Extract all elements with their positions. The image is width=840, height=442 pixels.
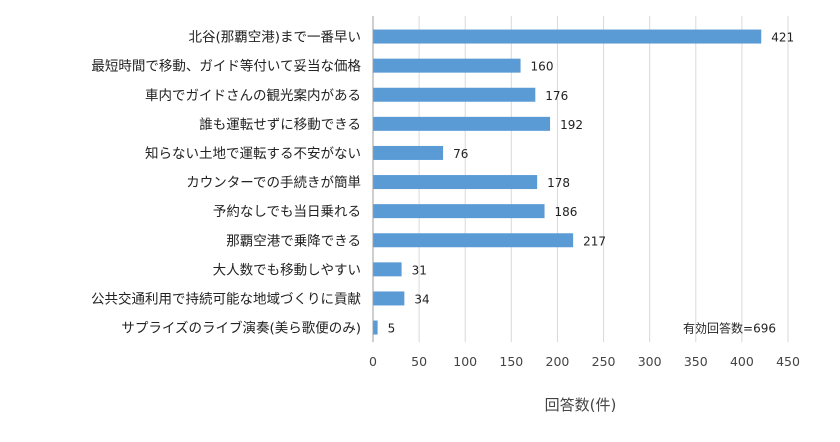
x-tick-label: 0 <box>369 354 377 369</box>
value-labels: 421 160 176 192 76 178 186 217 31 34 5 <box>388 31 795 336</box>
category-label: 最短時間で移動、ガイド等付いて妥当な価格 <box>91 58 361 75</box>
x-tick-label: 400 <box>730 354 754 369</box>
value-label: 192 <box>560 118 583 132</box>
value-label: 186 <box>555 205 578 219</box>
category-label: 大人数でも移動しやすい <box>213 262 361 278</box>
bar <box>373 204 545 219</box>
category-label: 那覇空港で乗降できる <box>226 233 361 249</box>
value-label: 421 <box>771 31 794 45</box>
category-label: 知らない土地で運転する不安がない <box>145 145 361 162</box>
value-label: 34 <box>414 292 429 306</box>
category-label: 予約なしでも当日乗れる <box>213 204 361 220</box>
bar <box>373 291 405 306</box>
x-tick-labels: 0 50 100 150 200 250 300 350 400 450 <box>369 354 800 369</box>
bar <box>373 116 551 131</box>
respondent-count-note: 有効回答数=696 <box>683 321 776 336</box>
bar <box>373 262 402 277</box>
x-tick-label: 300 <box>638 354 662 369</box>
value-label: 76 <box>453 147 468 161</box>
x-tick-label: 250 <box>592 354 616 369</box>
x-tick-label: 100 <box>453 354 477 369</box>
value-label: 217 <box>583 234 606 248</box>
category-label: 誰も運転せずに移動できる <box>199 117 361 133</box>
bar <box>373 145 444 160</box>
x-tick-label: 150 <box>499 354 523 369</box>
x-tick-label: 50 <box>411 354 427 369</box>
category-labels: 北谷(那覇空港)まで一番早い最短時間で移動、ガイド等付いて妥当な価格車内でガイド… <box>91 30 361 337</box>
bars <box>373 29 762 335</box>
x-tick-label: 450 <box>776 354 800 369</box>
category-label: サプライズのライブ演奏(美ら歌便のみ) <box>121 320 361 337</box>
category-label: カウンターでの手続きが簡単 <box>186 175 361 191</box>
value-label: 5 <box>388 322 396 336</box>
bar <box>373 87 536 102</box>
value-label: 160 <box>531 60 554 74</box>
x-axis-title: 回答数(件) <box>545 396 617 414</box>
category-label: 公共交通利用で持続可能な地域づくりに貢献 <box>91 290 361 307</box>
bar <box>373 320 378 335</box>
category-label: 北谷(那覇空港)まで一番早い <box>188 30 361 46</box>
bar <box>373 175 538 190</box>
bar <box>373 58 521 73</box>
value-label: 31 <box>412 263 427 277</box>
value-label: 176 <box>545 89 568 103</box>
value-label: 178 <box>547 176 570 190</box>
bar <box>373 29 762 44</box>
bar <box>373 233 574 248</box>
x-tick-label: 350 <box>684 354 708 369</box>
x-tick-label: 200 <box>546 354 570 369</box>
category-label: 車内でガイドさんの観光案内がある <box>145 87 361 104</box>
